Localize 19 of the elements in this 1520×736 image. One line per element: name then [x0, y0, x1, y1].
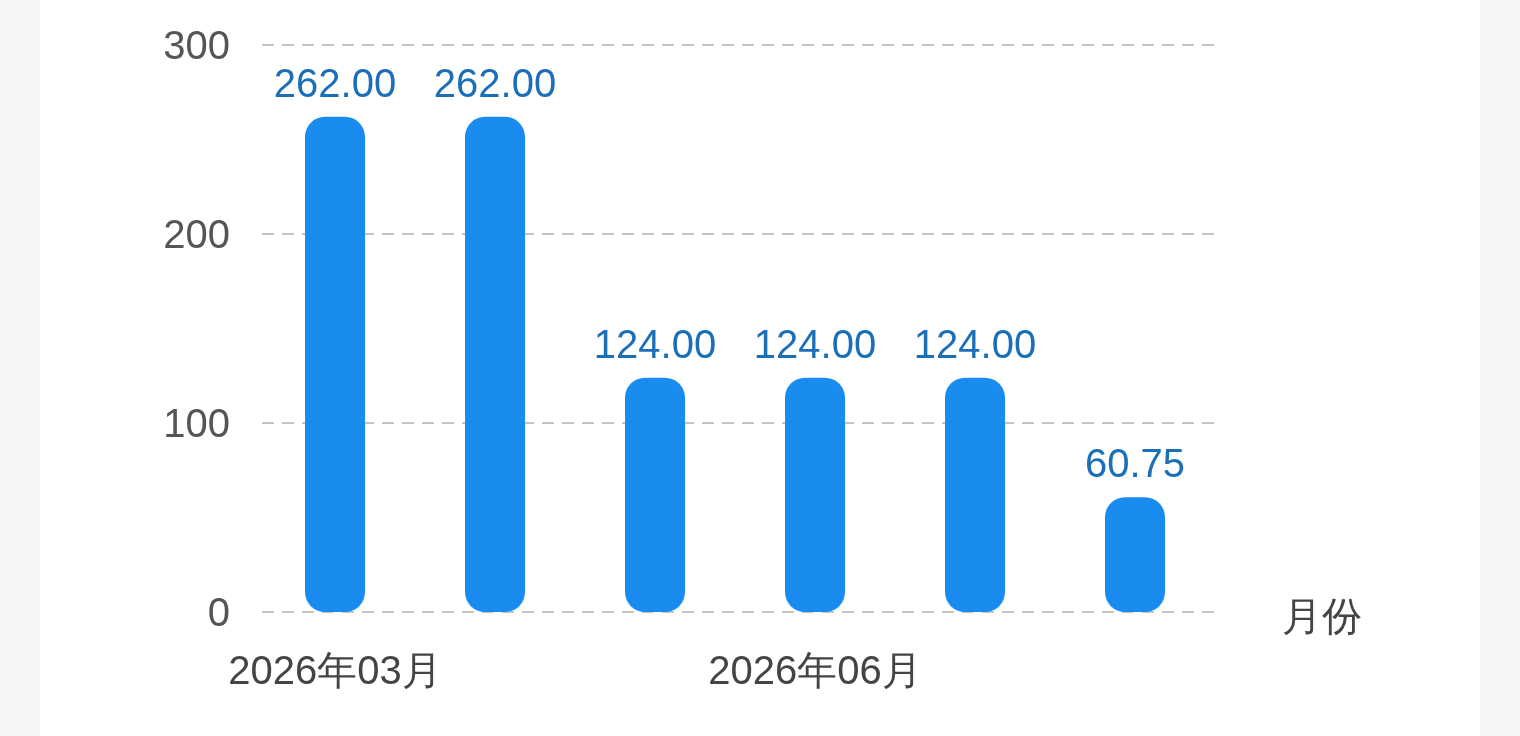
bar — [1105, 497, 1165, 612]
x-axis-title: 月份 — [1282, 594, 1362, 638]
y-tick-label: 300 — [163, 23, 230, 67]
data-label: 262.00 — [273, 60, 397, 105]
data-label: 124.00 — [913, 321, 1037, 366]
x-tick-label: 2026年03月 — [228, 648, 442, 692]
y-tick-label: 100 — [163, 401, 230, 445]
data-label: 262.00 — [433, 60, 557, 105]
bar — [785, 377, 845, 612]
data-label: 124.00 — [593, 321, 717, 366]
bar — [465, 116, 525, 612]
data-label: 60.75 — [1084, 441, 1186, 486]
y-tick-label: 200 — [163, 212, 230, 256]
bar — [625, 377, 685, 612]
bar — [305, 116, 365, 612]
bar — [945, 377, 1005, 612]
x-tick-label: 2026年06月 — [708, 648, 922, 692]
y-tick-label: 0 — [207, 590, 230, 634]
data-label: 124.00 — [753, 321, 877, 366]
